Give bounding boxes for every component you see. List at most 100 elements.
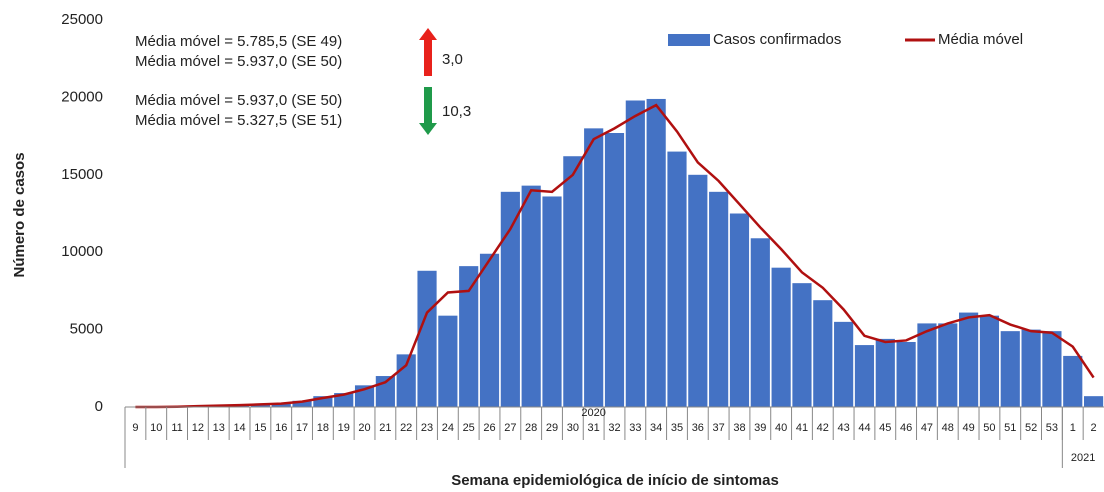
bar bbox=[500, 191, 520, 407]
bar bbox=[1000, 331, 1020, 407]
x-tick-label: 32 bbox=[608, 422, 620, 434]
bar bbox=[1021, 329, 1041, 407]
x-tick-label: 38 bbox=[733, 422, 745, 434]
bar bbox=[542, 196, 562, 407]
x-tick-label: 14 bbox=[233, 422, 245, 434]
bar bbox=[1042, 331, 1062, 407]
bar bbox=[563, 156, 583, 407]
x-tick-label: 41 bbox=[796, 422, 808, 434]
bar bbox=[709, 191, 729, 407]
bar bbox=[1084, 396, 1104, 407]
bar bbox=[792, 283, 812, 407]
annotation-text: Média móvel = 5.785,5 (SE 49) bbox=[135, 33, 342, 50]
x-group-label: 2020 bbox=[581, 407, 605, 419]
x-axis-title: Semana epidemiológica de início de sinto… bbox=[451, 472, 779, 489]
annotation-text: Média móvel = 5.937,0 (SE 50) bbox=[135, 53, 342, 70]
x-tick-label: 21 bbox=[379, 422, 391, 434]
x-tick-label: 44 bbox=[858, 422, 870, 434]
x-tick-label: 45 bbox=[879, 422, 891, 434]
x-tick-label: 52 bbox=[1025, 422, 1037, 434]
y-tick-label: 0 bbox=[95, 398, 103, 415]
x-tick-label: 2 bbox=[1091, 422, 1097, 434]
bar bbox=[521, 185, 541, 407]
bar bbox=[646, 98, 666, 407]
x-tick-label: 37 bbox=[713, 422, 725, 434]
bar bbox=[917, 323, 937, 407]
bar bbox=[938, 323, 958, 407]
x-tick-label: 20 bbox=[358, 422, 370, 434]
x-tick-label: 53 bbox=[1046, 422, 1058, 434]
x-tick-label: 17 bbox=[296, 422, 308, 434]
x-tick-label: 34 bbox=[650, 422, 662, 434]
legend-swatch bbox=[668, 34, 710, 46]
x-tick-label: 16 bbox=[275, 422, 287, 434]
y-tick-label: 20000 bbox=[61, 88, 103, 105]
bar bbox=[438, 315, 458, 407]
legend-label: Média móvel bbox=[938, 31, 1023, 48]
x-tick-label: 39 bbox=[754, 422, 766, 434]
bar bbox=[292, 400, 312, 407]
x-tick-label: 26 bbox=[483, 422, 495, 434]
x-tick-label: 27 bbox=[504, 422, 516, 434]
bar bbox=[667, 151, 687, 407]
x-tick-label: 35 bbox=[671, 422, 683, 434]
bar bbox=[604, 133, 625, 407]
x-tick-label: 18 bbox=[317, 422, 329, 434]
bar bbox=[813, 300, 833, 407]
x-tick-label: 31 bbox=[588, 422, 600, 434]
bar bbox=[417, 270, 437, 407]
x-tick-label: 33 bbox=[629, 422, 641, 434]
y-tick-label: 10000 bbox=[61, 243, 103, 260]
bar bbox=[584, 128, 604, 408]
x-tick-label: 48 bbox=[942, 422, 954, 434]
bar bbox=[750, 238, 770, 407]
x-tick-label: 15 bbox=[254, 422, 266, 434]
x-tick-label: 13 bbox=[213, 422, 225, 434]
x-tick-label: 49 bbox=[962, 422, 974, 434]
y-tick-label: 25000 bbox=[61, 11, 103, 28]
x-tick-label: 24 bbox=[442, 422, 454, 434]
change-value: 3,0 bbox=[442, 51, 463, 68]
bar bbox=[1063, 355, 1083, 407]
x-tick-label: 9 bbox=[132, 422, 138, 434]
bar bbox=[271, 403, 291, 407]
x-tick-label: 47 bbox=[921, 422, 933, 434]
x-tick-label: 36 bbox=[692, 422, 704, 434]
x-group-label: 2021 bbox=[1071, 452, 1095, 464]
moving-average-line bbox=[135, 103, 1095, 409]
bar bbox=[959, 312, 979, 407]
change-arrow bbox=[419, 28, 437, 76]
annotation-text: Média móvel = 5.937,0 (SE 50) bbox=[135, 92, 342, 109]
y-axis-title: Número de casos bbox=[11, 152, 28, 277]
bar bbox=[688, 174, 708, 407]
bar bbox=[854, 345, 875, 407]
y-tick-label: 15000 bbox=[61, 166, 103, 183]
change-value: 10,3 bbox=[442, 103, 471, 120]
x-tick-label: 43 bbox=[838, 422, 850, 434]
y-tick-label: 5000 bbox=[70, 321, 103, 338]
bar bbox=[479, 253, 500, 407]
bar bbox=[834, 321, 854, 407]
bar bbox=[459, 266, 479, 407]
bar bbox=[313, 396, 333, 407]
bar bbox=[896, 341, 916, 407]
x-tick-label: 51 bbox=[1004, 422, 1016, 434]
x-tick-label: 28 bbox=[525, 422, 537, 434]
x-tick-label: 11 bbox=[171, 422, 182, 434]
change-arrow bbox=[419, 87, 437, 135]
x-tick-label: 42 bbox=[817, 422, 829, 434]
x-tick-label: 46 bbox=[900, 422, 912, 434]
x-tick-label: 30 bbox=[567, 422, 579, 434]
annotation-text: Média móvel = 5.327,5 (SE 51) bbox=[135, 112, 342, 129]
x-tick-label: 1 bbox=[1070, 422, 1076, 434]
x-tick-label: 10 bbox=[150, 422, 162, 434]
x-tick-label: 25 bbox=[463, 422, 475, 434]
x-tick-label: 19 bbox=[338, 422, 350, 434]
x-tick-label: 50 bbox=[983, 422, 995, 434]
bar bbox=[875, 338, 895, 407]
legend-label: Casos confirmados bbox=[713, 31, 841, 48]
bar bbox=[771, 267, 791, 407]
x-tick-label: 23 bbox=[421, 422, 433, 434]
bar bbox=[979, 315, 1000, 407]
